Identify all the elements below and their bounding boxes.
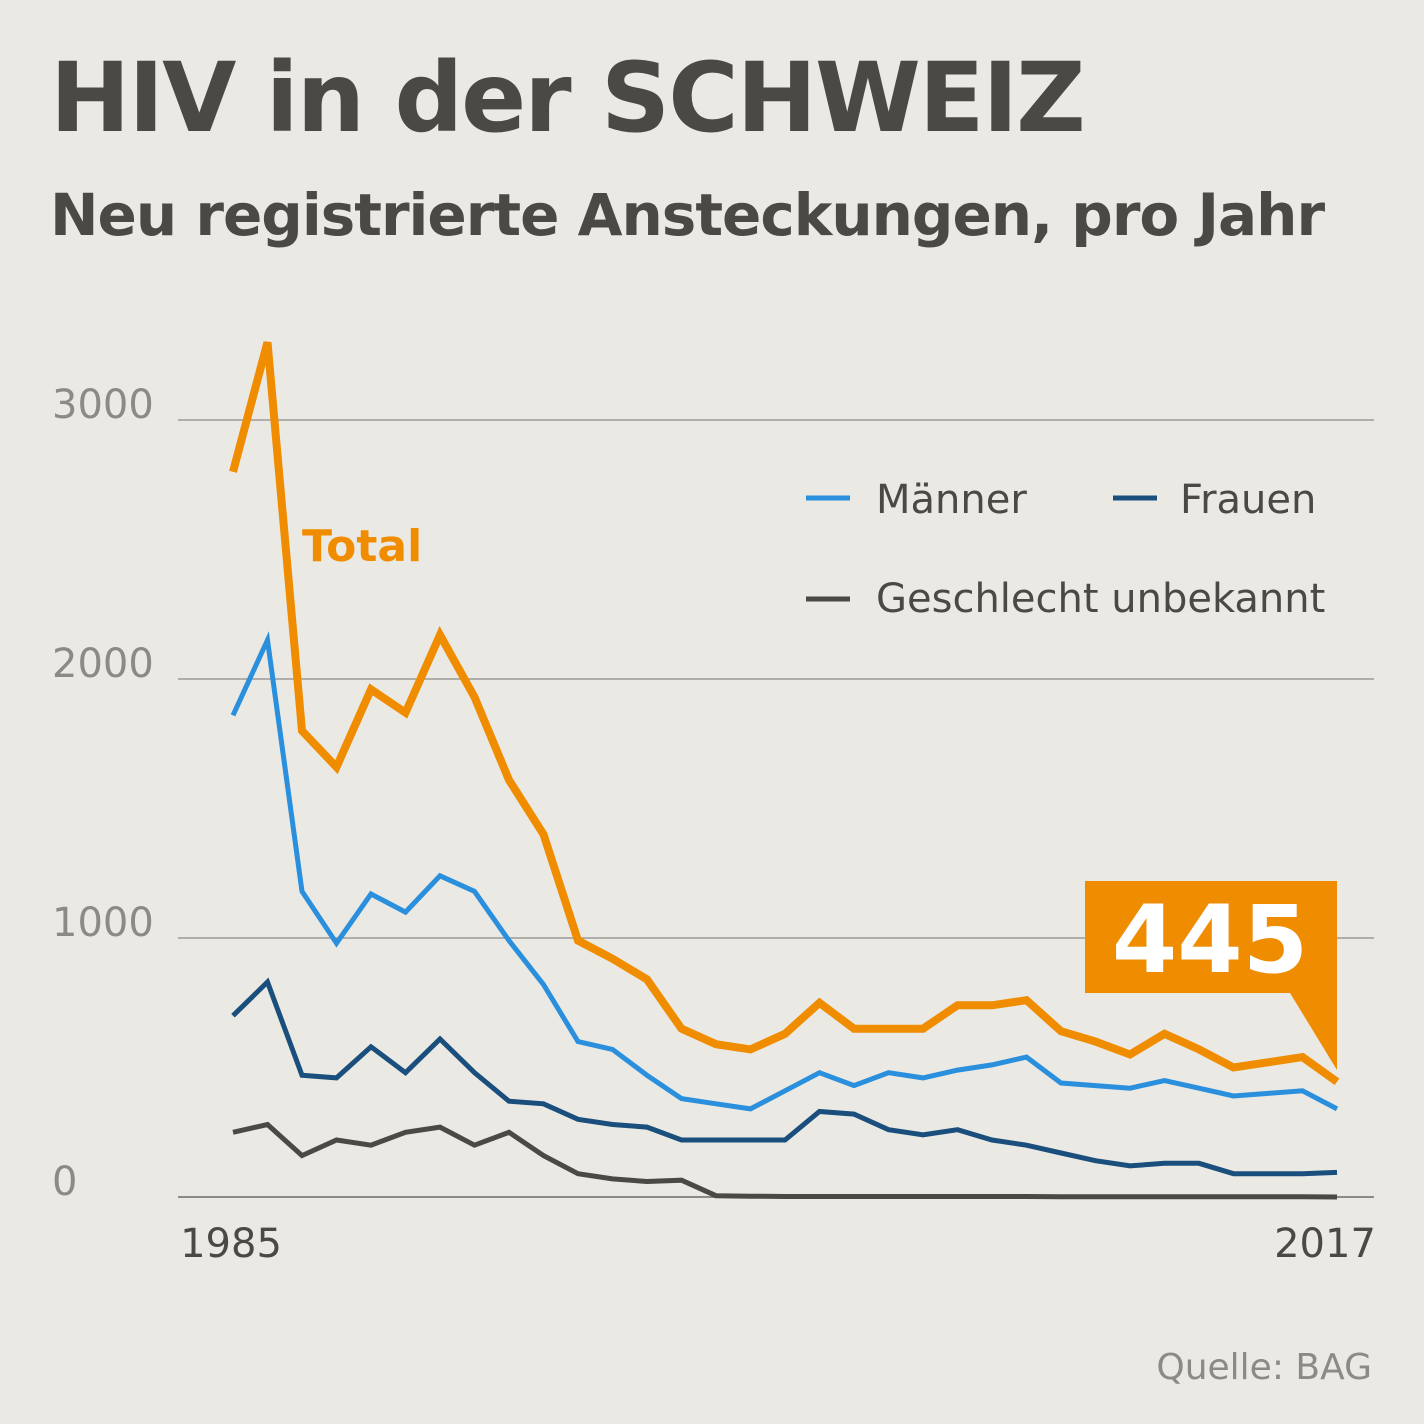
legend-label-frauen: Frauen (1180, 477, 1316, 523)
callout-box (1085, 881, 1337, 1070)
series-line-frauen (231, 977, 1338, 1177)
y-tick-label-3000: 3000 (52, 382, 154, 428)
legend-label-unbekannt: Geschlecht unbekannt (876, 576, 1325, 622)
total-series-label: Total (302, 521, 422, 572)
last-value-callout: 445 (1085, 881, 1337, 1070)
y-tick-label-2000: 2000 (52, 641, 154, 687)
x-axis-ticks: 1985 2017 (180, 1221, 1376, 1267)
series-line-maenner (230, 631, 1339, 1112)
x-tick-label-1985: 1985 (180, 1221, 282, 1267)
y-axis-ticks: 0 1000 2000 3000 (52, 382, 154, 1205)
chart-title: HIV in der SCHWEIZ (50, 42, 1086, 154)
x-tick-label-2017: 2017 (1274, 1221, 1376, 1267)
chart-subtitle: Neu registrierte Ansteckungen, pro Jahr (50, 181, 1325, 249)
legend: Männer Frauen Geschlecht unbekannt (806, 477, 1325, 622)
source-note: Quelle: BAG (1156, 1347, 1372, 1388)
y-tick-label-1000: 1000 (52, 900, 154, 946)
series-line-unbekannt (232, 1121, 1338, 1200)
series-lines (229, 341, 1340, 1200)
y-tick-label-0: 0 (52, 1159, 77, 1205)
series-line-total (229, 341, 1340, 1085)
legend-label-maenner: Männer (876, 477, 1027, 523)
callout-value: 445 (1112, 886, 1308, 995)
